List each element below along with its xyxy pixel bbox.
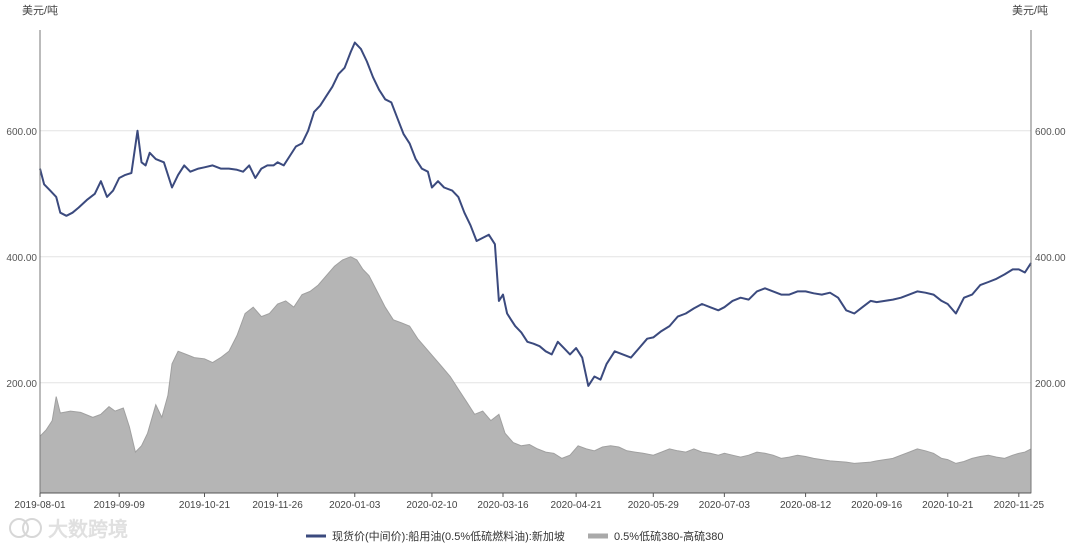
line-layer	[39, 41, 1032, 387]
y-tick-label-left-600: 600.00	[6, 127, 37, 138]
y-unit-left: 美元/吨	[22, 4, 58, 17]
area-layer	[39, 256, 1032, 494]
legend: 现货价(中间价):船用油(0.5%低硫燃料油):新加坡 0.5%低硫380-高硫…	[306, 529, 723, 543]
x-tick-label-2019-08-01: 2019-08-01	[14, 500, 66, 511]
x-tick-label-2020-07-03: 2020-07-03	[699, 500, 751, 511]
series-area-spread	[39, 256, 1032, 494]
legend-label-1: 0.5%低硫380-高硫380	[614, 529, 723, 543]
x-tick-label-2020-11-25: 2020-11-25	[994, 500, 1045, 511]
legend-item-0[interactable]: 现货价(中间价):船用油(0.5%低硫燃料油):新加坡	[306, 529, 565, 543]
x-tick-label-2019-09-09: 2019-09-09	[94, 500, 146, 511]
y-tick-label-right-400: 400.00	[1035, 253, 1066, 264]
watermark-logo-icon	[9, 518, 42, 538]
legend-label-0: 现货价(中间价):船用油(0.5%低硫燃料油):新加坡	[332, 529, 565, 543]
x-tick-label-2020-04-21: 2020-04-21	[551, 500, 603, 511]
x-tick-label-2020-09-16: 2020-09-16	[851, 500, 903, 511]
y-tick-label-right-200: 200.00	[1035, 379, 1066, 390]
series-line-lsfo-price	[39, 41, 1032, 387]
x-tick-label-2020-08-12: 2020-08-12	[780, 500, 832, 511]
watermark-text: 大数跨境	[48, 517, 128, 541]
x-tick-label-2020-05-29: 2020-05-29	[628, 500, 680, 511]
axis-layer: 200.00 200.00 400.00 400.00 600.00 600.00 2019…	[6, 30, 1066, 511]
y-tick-label-left-400: 400.00	[6, 253, 37, 264]
x-tick-label-2020-02-10: 2020-02-10	[406, 500, 458, 511]
x-tick-label-2020-10-21: 2020-10-21	[922, 500, 974, 511]
y-unit-right: 美元/吨	[1012, 4, 1048, 17]
x-tick-label-2020-01-03: 2020-01-03	[329, 500, 381, 511]
legend-item-1[interactable]: 0.5%低硫380-高硫380	[588, 529, 723, 543]
x-tick-label-2019-10-21: 2019-10-21	[179, 500, 231, 511]
x-tick-label-2020-03-16: 2020-03-16	[477, 500, 529, 511]
watermark: 大数跨境	[9, 517, 128, 541]
y-tick-label-right-600: 600.00	[1035, 127, 1066, 138]
y-tick-label-left-200: 200.00	[6, 379, 37, 390]
x-tick-label-2019-11-26: 2019-11-26	[252, 500, 303, 511]
